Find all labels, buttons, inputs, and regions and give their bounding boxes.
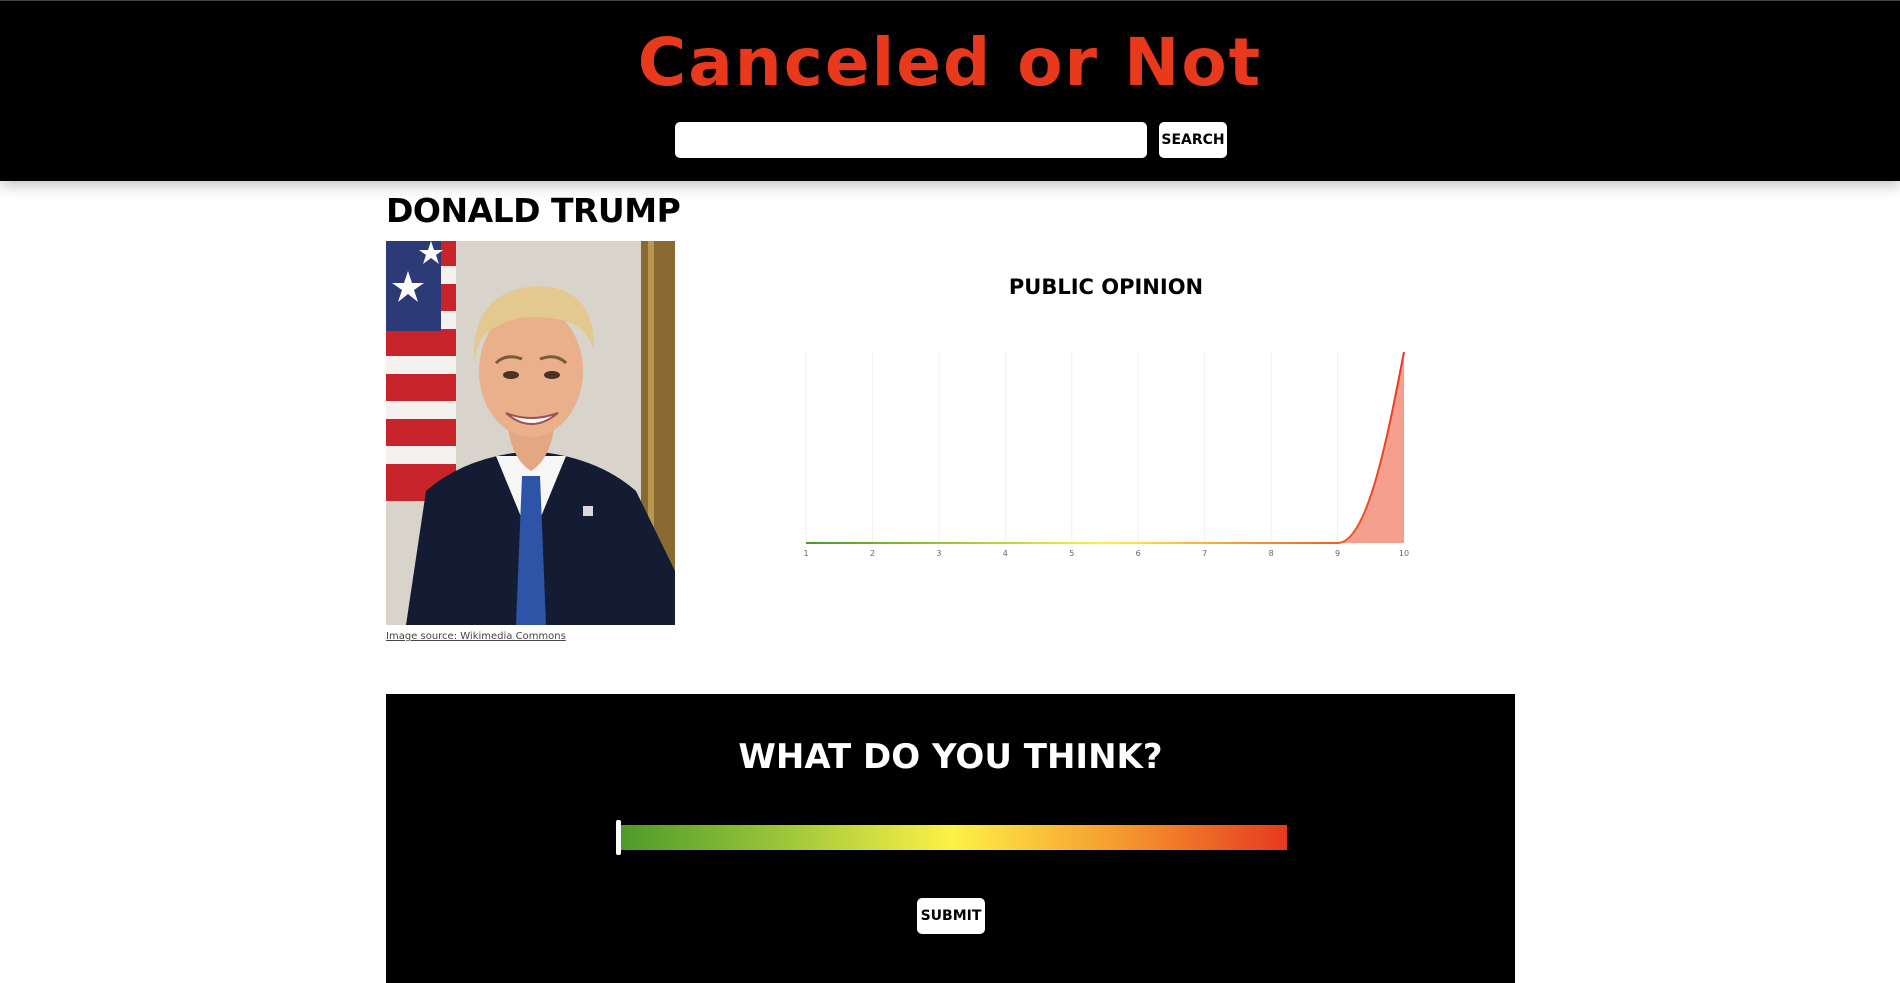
vote-heading: WHAT DO YOU THINK? <box>738 737 1163 777</box>
data-point-3 <box>938 543 939 544</box>
x-tick-label: 4 <box>1003 549 1008 558</box>
data-point-1 <box>806 543 807 544</box>
vote-panel: WHAT DO YOU THINK? SUBMIT <box>386 694 1515 983</box>
x-tick-label: 6 <box>1136 549 1141 558</box>
data-point-10 <box>1404 352 1405 353</box>
submit-button[interactable]: SUBMIT <box>917 898 985 934</box>
x-tick-label: 7 <box>1202 549 1207 558</box>
opinion-area <box>806 352 1404 543</box>
x-tick-label: 9 <box>1335 549 1340 558</box>
image-source-link[interactable]: Image source: Wikimedia Commons <box>386 631 566 642</box>
x-tick-label: 5 <box>1069 549 1074 558</box>
x-tick-label: 2 <box>870 549 875 558</box>
x-tick-label: 1 <box>803 549 808 558</box>
search-button[interactable]: SEARCH <box>1159 122 1227 158</box>
x-tick-label: 3 <box>936 549 941 558</box>
chart-title: PUBLIC OPINION <box>1008 275 1204 299</box>
public-opinion-chart: 1 2 3 4 5 6 7 8 9 10 <box>803 351 1409 558</box>
data-point-8 <box>1271 543 1272 544</box>
slider-thumb[interactable] <box>616 820 621 855</box>
site-logo[interactable]: Canceled or Not <box>637 24 1263 101</box>
data-point-5 <box>1071 543 1072 544</box>
data-point-6 <box>1138 543 1139 544</box>
x-tick-label: 10 <box>1399 549 1409 558</box>
data-point-2 <box>872 543 873 544</box>
site-header: Canceled or Not SEARCH <box>0 0 1900 181</box>
opinion-line <box>806 351 1405 544</box>
data-point-4 <box>1005 543 1006 544</box>
opinion-slider[interactable] <box>617 825 1287 850</box>
x-tick-label: 8 <box>1269 549 1274 558</box>
page-title: DONALD TRUMP <box>386 191 681 230</box>
search-input[interactable] <box>675 122 1147 158</box>
person-photo <box>386 241 675 625</box>
data-point-7 <box>1204 543 1205 544</box>
data-point-9 <box>1337 543 1338 544</box>
